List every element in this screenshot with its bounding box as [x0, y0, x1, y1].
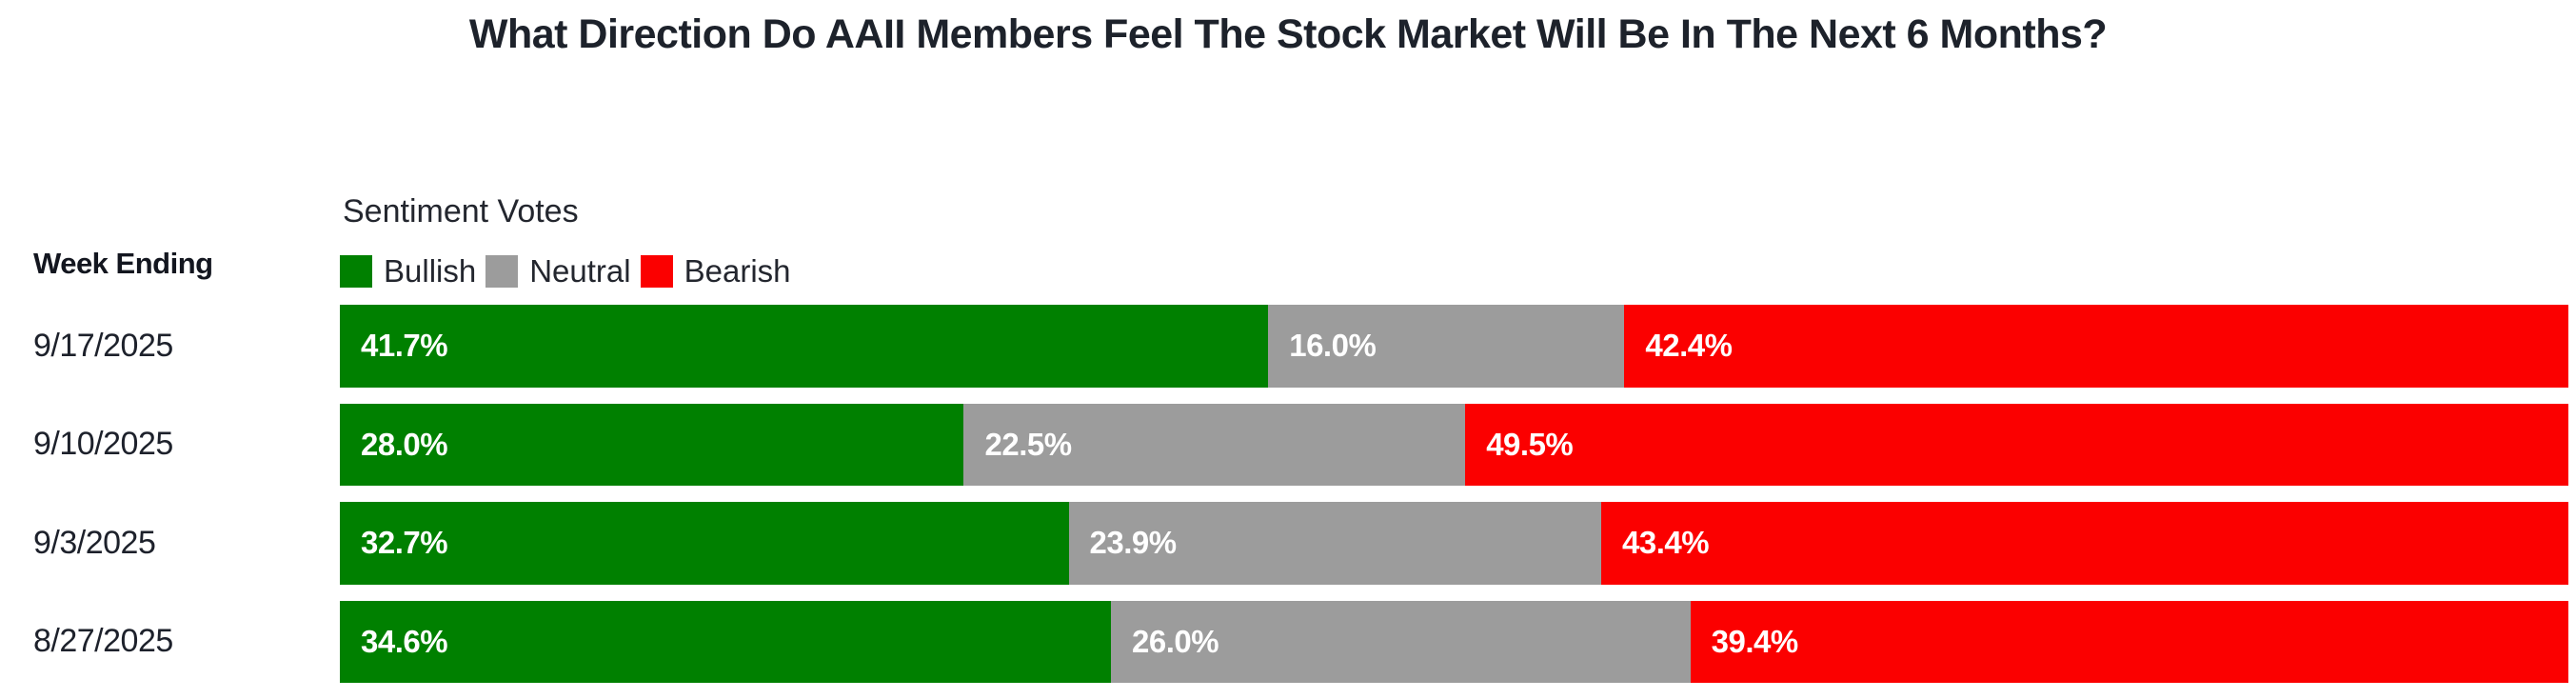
legend-title: Sentiment Votes — [343, 193, 579, 230]
legend-item-neutral: Neutral — [485, 253, 631, 290]
bar-segment-bullish: 32.7% — [340, 502, 1069, 585]
legend-label-neutral: Neutral — [529, 253, 631, 289]
legend-swatch-neutral — [485, 255, 519, 288]
bar-value-label: 39.4% — [1711, 623, 1799, 659]
bar-rows: 9/17/2025 41.7% 16.0% 42.4% 9/10/2025 28.0% 22… — [0, 305, 2568, 683]
bar-value-label: 28.0% — [361, 426, 448, 462]
stacked-bar: 34.6% 26.0% 39.4% — [340, 600, 2568, 683]
bar-value-label: 22.5% — [984, 426, 1072, 462]
week-label: 9/17/2025 — [33, 327, 173, 364]
bar-segment-bearish: 43.4% — [1601, 502, 2568, 585]
bar-value-label: 41.7% — [361, 328, 448, 364]
bar-value-label: 32.7% — [361, 525, 448, 561]
bar-segment-bearish: 49.5% — [1465, 403, 2568, 486]
bar-row: 9/17/2025 41.7% 16.0% 42.4% — [0, 305, 2568, 388]
bar-segment-bullish: 41.7% — [340, 305, 1269, 388]
stacked-bar: 32.7% 23.9% 43.4% — [340, 502, 2568, 585]
week-label: 9/10/2025 — [33, 426, 173, 463]
bar-value-label: 43.4% — [1622, 525, 1710, 561]
bar-segment-bearish: 39.4% — [1690, 600, 2568, 683]
bar-segment-bearish: 42.4% — [1624, 305, 2568, 388]
week-label: 9/3/2025 — [33, 524, 156, 561]
bar-row: 8/27/2025 34.6% 26.0% 39.4% — [0, 600, 2568, 683]
bar-segment-neutral: 16.0% — [1268, 305, 1625, 388]
bar-value-label: 49.5% — [1486, 426, 1574, 462]
bar-segment-neutral: 23.9% — [1068, 502, 1601, 585]
bar-value-label: 26.0% — [1131, 623, 1219, 659]
legend-label-bearish: Bearish — [684, 253, 791, 289]
bar-value-label: 23.9% — [1089, 525, 1178, 561]
stacked-bar: 28.0% 22.5% 49.5% — [340, 403, 2568, 486]
legend-swatch-bearish — [640, 255, 673, 288]
bar-row: 9/3/2025 32.7% 23.9% 43.4% — [0, 502, 2568, 585]
legend-swatch-bullish — [340, 255, 372, 288]
bar-segment-neutral: 26.0% — [1110, 600, 1691, 683]
bar-segment-neutral: 22.5% — [963, 403, 1466, 486]
week-ending-axis-label: Week Ending — [33, 247, 213, 280]
bar-value-label: 42.4% — [1645, 328, 1733, 364]
bar-row: 9/10/2025 28.0% 22.5% 49.5% — [0, 403, 2568, 486]
week-label: 8/27/2025 — [33, 623, 173, 660]
legend: Bullish Neutral Bearish — [340, 253, 791, 290]
stacked-bar: 41.7% 16.0% 42.4% — [340, 305, 2568, 388]
legend-item-bearish: Bearish — [640, 253, 791, 290]
bar-value-label: 16.0% — [1289, 328, 1377, 364]
bar-value-label: 34.6% — [361, 623, 448, 659]
bar-segment-bullish: 28.0% — [340, 403, 964, 486]
legend-item-bullish: Bullish — [340, 253, 476, 290]
legend-label-bullish: Bullish — [384, 253, 477, 289]
chart-title: What Direction Do AAII Members Feel The … — [468, 11, 2108, 57]
bar-segment-bullish: 34.6% — [340, 600, 1111, 683]
